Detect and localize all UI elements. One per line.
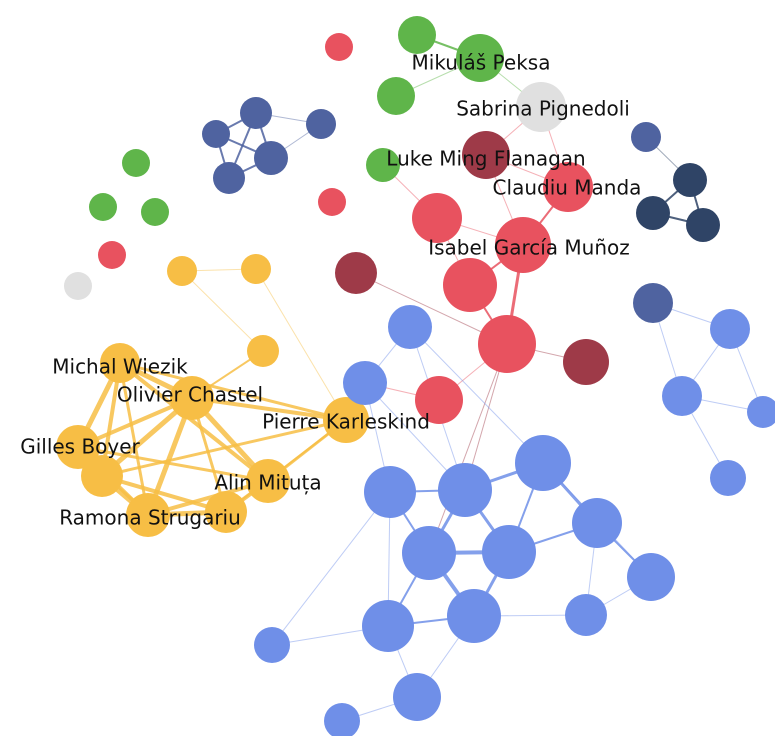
node <box>572 498 622 548</box>
edge <box>77 445 269 483</box>
node <box>633 283 673 323</box>
node <box>478 315 536 373</box>
node <box>482 525 536 579</box>
edge <box>101 474 227 514</box>
node <box>56 425 100 469</box>
node-label: Mikuláš Peksa <box>412 51 551 75</box>
node <box>662 376 702 416</box>
node <box>462 131 510 179</box>
node <box>565 594 607 636</box>
node-label: Sabrina Pignedoli <box>456 97 630 121</box>
node <box>89 193 117 221</box>
node-label: Alin Mituța <box>214 471 321 495</box>
node-label: Isabel García Muñoz <box>428 236 630 260</box>
node <box>377 77 415 115</box>
node-label: Ramona Strugariu <box>59 506 241 530</box>
node <box>205 491 247 533</box>
edge <box>181 270 264 352</box>
edge <box>428 343 508 554</box>
node <box>247 335 279 367</box>
node <box>126 493 170 537</box>
node <box>318 188 346 216</box>
node <box>122 149 150 177</box>
edge <box>191 396 347 422</box>
labels: Mikuláš Peksa Sabrina Pignedoli Luke Min… <box>20 51 641 530</box>
node <box>141 198 169 226</box>
node <box>240 97 272 129</box>
node <box>402 526 456 580</box>
node <box>362 600 414 652</box>
node <box>364 466 416 518</box>
node <box>456 34 504 82</box>
node <box>366 148 400 182</box>
nodes <box>56 16 775 736</box>
node <box>495 217 551 273</box>
node <box>388 305 432 349</box>
node <box>415 376 463 424</box>
edge <box>101 418 347 478</box>
node <box>170 376 214 420</box>
node <box>627 553 675 601</box>
node <box>710 309 750 349</box>
node <box>213 162 245 194</box>
node <box>393 673 441 721</box>
edge <box>255 268 347 421</box>
node-label: Gilles Boyer <box>20 435 140 459</box>
node <box>515 435 571 491</box>
node <box>747 396 775 428</box>
node <box>241 254 271 284</box>
node <box>686 208 720 242</box>
node <box>167 256 197 286</box>
node <box>254 141 288 175</box>
node-label: Olivier Chastel <box>117 383 263 407</box>
node <box>324 703 360 736</box>
node-label: Claudiu Manda <box>493 176 642 200</box>
edge <box>271 491 391 646</box>
node <box>343 361 387 405</box>
edge <box>119 361 347 422</box>
node <box>81 455 123 497</box>
node <box>673 163 707 197</box>
node <box>563 339 609 385</box>
node-label: Pierre Karleskind <box>262 410 430 434</box>
node <box>306 109 336 139</box>
node <box>323 397 369 443</box>
node <box>325 33 353 61</box>
node <box>412 193 462 243</box>
node <box>631 122 661 152</box>
node <box>100 343 140 383</box>
node <box>202 120 230 148</box>
node <box>335 252 377 294</box>
node <box>246 459 290 503</box>
node <box>447 589 501 643</box>
node <box>254 627 290 663</box>
node <box>64 272 92 300</box>
node <box>543 162 593 212</box>
node <box>398 16 436 54</box>
node <box>710 460 746 496</box>
node <box>636 196 670 230</box>
edge <box>409 326 544 464</box>
node-label: Michal Wiezik <box>52 355 188 379</box>
node <box>443 258 497 312</box>
node-label: Luke Ming Flanagan <box>386 147 585 171</box>
node <box>98 241 126 269</box>
node <box>516 82 566 132</box>
node <box>438 463 492 517</box>
edge <box>118 361 270 483</box>
